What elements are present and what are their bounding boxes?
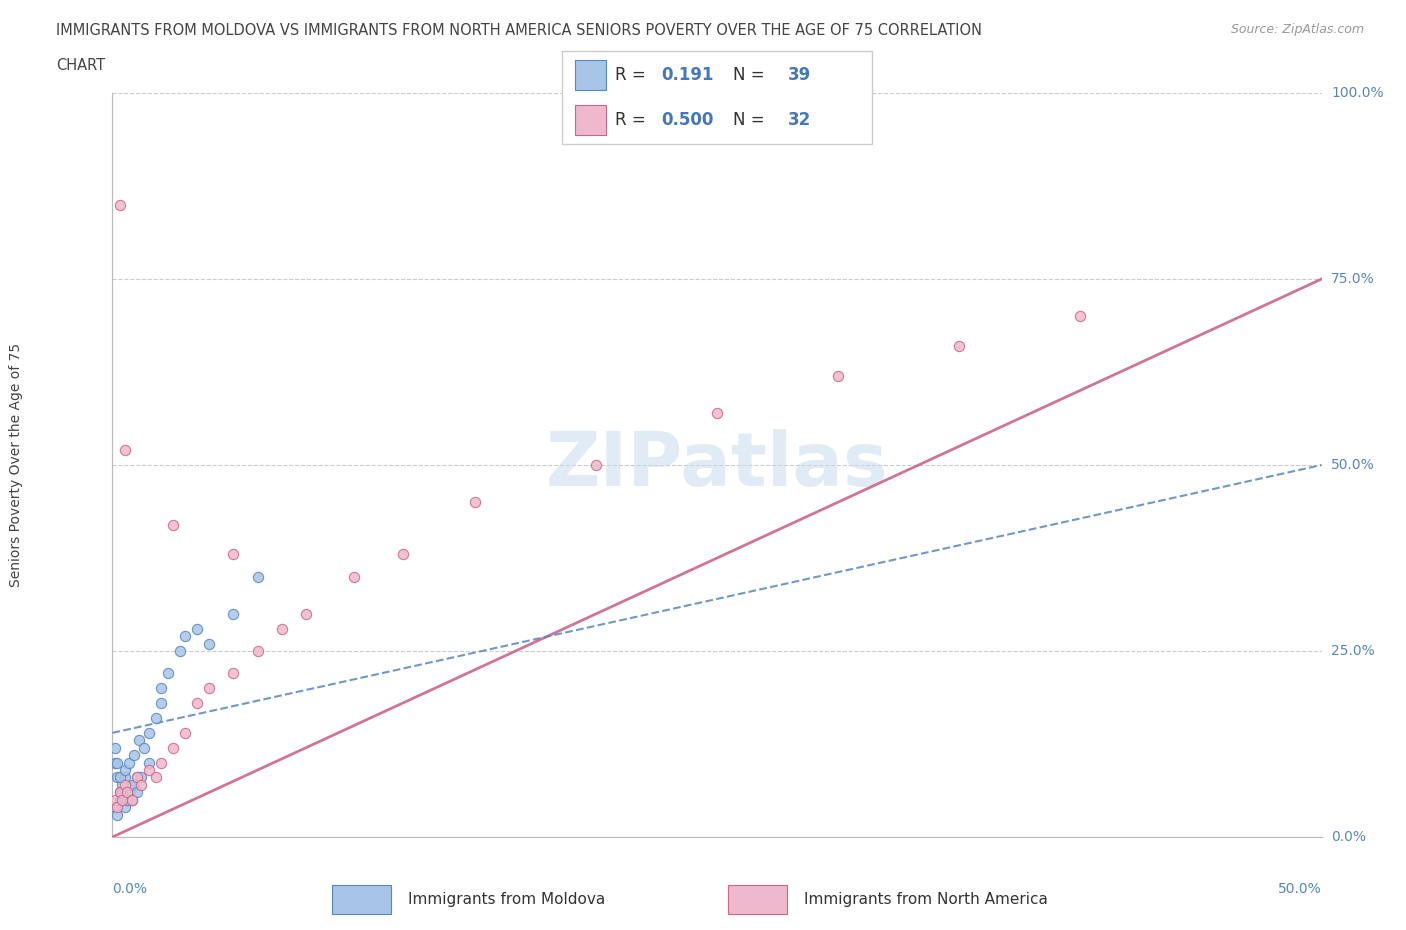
Point (138, 755, 160, 770)
Point (585, 458, 607, 472)
Point (464, 495, 486, 510)
Point (174, 725, 197, 740)
Point (108, 770, 131, 785)
Point (104, 792, 127, 807)
Point (1069, 309, 1091, 324)
Point (138, 725, 160, 740)
Point (115, 792, 138, 807)
Point (114, 763, 136, 777)
Text: Immigrants from North America: Immigrants from North America (804, 892, 1047, 908)
Point (108, 792, 131, 807)
Point (122, 777, 145, 792)
Point (115, 792, 138, 807)
Point (105, 770, 128, 785)
Point (706, 405, 728, 420)
Point (222, 547, 245, 562)
Text: 32: 32 (789, 111, 811, 129)
Text: 50.0%: 50.0% (1278, 882, 1322, 896)
Point (122, 748, 145, 763)
Text: R =: R = (614, 66, 645, 85)
Point (108, 197, 131, 212)
Point (186, 621, 208, 636)
Text: Immigrants from Moldova: Immigrants from Moldova (408, 892, 605, 908)
Point (105, 755, 128, 770)
Point (111, 785, 134, 800)
Text: 0.0%: 0.0% (1331, 830, 1367, 844)
Point (121, 777, 143, 792)
Point (246, 644, 269, 658)
Text: N =: N = (733, 66, 763, 85)
Point (131, 777, 153, 792)
Point (104, 800, 127, 815)
Point (118, 755, 141, 770)
Point (105, 800, 128, 815)
Text: 39: 39 (789, 66, 811, 85)
Point (114, 800, 136, 815)
Text: R =: R = (614, 111, 645, 129)
Point (198, 636, 221, 651)
Text: CHART: CHART (56, 58, 105, 73)
Point (131, 770, 153, 785)
Point (121, 792, 143, 807)
Point (111, 792, 134, 807)
Point (162, 517, 184, 532)
Text: IMMIGRANTS FROM MOLDOVA VS IMMIGRANTS FROM NORTH AMERICA SENIORS POVERTY OVER TH: IMMIGRANTS FROM MOLDOVA VS IMMIGRANTS FR… (56, 23, 983, 38)
FancyBboxPatch shape (562, 51, 872, 144)
Point (295, 606, 318, 621)
Point (108, 785, 131, 800)
Point (125, 770, 148, 785)
Text: ZIPatlas: ZIPatlas (546, 429, 889, 501)
FancyBboxPatch shape (728, 885, 787, 914)
Point (105, 807, 128, 822)
Point (115, 785, 138, 800)
Point (198, 681, 221, 696)
Point (132, 740, 155, 755)
Point (149, 681, 172, 696)
Point (125, 785, 148, 800)
FancyBboxPatch shape (575, 60, 606, 90)
Point (114, 777, 136, 792)
FancyBboxPatch shape (575, 105, 606, 135)
Point (222, 666, 245, 681)
Point (128, 733, 150, 748)
Point (149, 696, 172, 711)
Point (186, 696, 208, 711)
Point (104, 755, 127, 770)
Point (118, 785, 141, 800)
Text: N =: N = (733, 111, 763, 129)
Text: 0.191: 0.191 (661, 66, 714, 85)
Point (104, 740, 127, 755)
Point (121, 792, 143, 807)
Point (145, 711, 167, 725)
Point (138, 763, 160, 777)
Point (114, 770, 136, 785)
Text: 0.0%: 0.0% (112, 882, 148, 896)
Point (270, 621, 292, 636)
FancyBboxPatch shape (332, 885, 391, 914)
Point (125, 770, 148, 785)
Point (343, 569, 366, 584)
Point (174, 629, 197, 644)
Text: 25.0%: 25.0% (1331, 644, 1375, 658)
Point (145, 770, 167, 785)
Point (222, 606, 245, 621)
Point (108, 785, 131, 800)
Text: 75.0%: 75.0% (1331, 272, 1375, 286)
Point (162, 740, 184, 755)
Point (149, 755, 172, 770)
Point (827, 368, 849, 383)
Point (246, 569, 269, 584)
Text: Source: ZipAtlas.com: Source: ZipAtlas.com (1230, 23, 1364, 36)
Point (948, 339, 970, 353)
Point (114, 443, 136, 458)
Text: Seniors Poverty Over the Age of 75: Seniors Poverty Over the Age of 75 (8, 343, 22, 587)
Point (111, 777, 134, 792)
Point (391, 547, 413, 562)
Point (169, 644, 191, 658)
Text: 50.0%: 50.0% (1331, 458, 1375, 472)
Text: 0.500: 0.500 (661, 111, 714, 129)
Point (157, 666, 180, 681)
Text: 100.0%: 100.0% (1331, 86, 1384, 100)
